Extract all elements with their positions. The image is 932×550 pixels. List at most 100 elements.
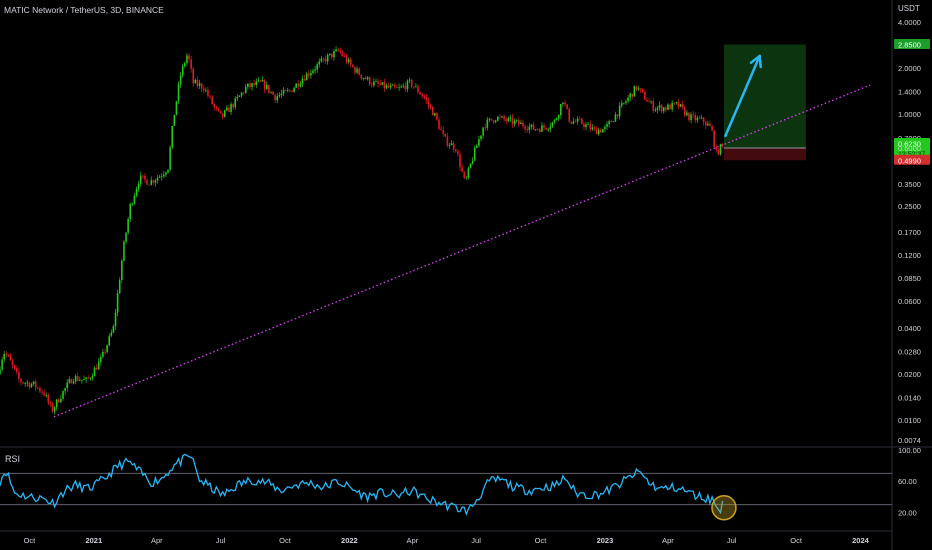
candle — [253, 79, 255, 87]
candle — [650, 100, 652, 105]
candle — [509, 114, 512, 122]
price-axis-unit: USDT — [898, 4, 920, 13]
candle — [442, 126, 444, 137]
price-label-badge — [894, 138, 930, 160]
candle — [492, 120, 495, 125]
price-tick-label: 0.0200 — [898, 370, 921, 379]
candle — [526, 125, 529, 133]
candle — [608, 119, 610, 128]
candle — [560, 103, 562, 119]
candle — [438, 116, 440, 131]
candle — [654, 107, 657, 113]
candle — [410, 78, 413, 89]
candle — [345, 53, 348, 65]
candle — [7, 354, 10, 358]
price-pane[interactable] — [0, 44, 871, 418]
candle — [268, 84, 270, 95]
candle — [116, 289, 119, 317]
rsi-pane[interactable]: RSI — [0, 453, 892, 521]
candle — [213, 103, 216, 111]
candle — [347, 57, 350, 64]
candle — [639, 88, 642, 93]
candle — [591, 124, 594, 131]
target-zone[interactable] — [723, 44, 806, 149]
candle — [396, 84, 398, 88]
candle — [215, 105, 218, 111]
candle — [578, 116, 581, 120]
candle — [629, 92, 631, 101]
candle — [316, 62, 318, 73]
candle — [324, 55, 327, 65]
time-tick-label: Jul — [471, 536, 481, 545]
candle — [9, 352, 12, 361]
candle — [207, 86, 209, 99]
candle — [417, 83, 419, 95]
candle — [118, 277, 121, 294]
candle — [675, 101, 678, 105]
candle — [20, 377, 22, 386]
candle — [131, 202, 134, 207]
projection-arrow[interactable] — [724, 54, 762, 138]
candle — [152, 179, 155, 186]
candle — [583, 122, 585, 131]
candle — [394, 82, 396, 90]
candle — [389, 82, 392, 90]
price-tick-label: 1.4000 — [898, 88, 921, 97]
candle — [677, 99, 680, 110]
candle — [660, 104, 663, 114]
candle — [146, 178, 148, 186]
candle — [156, 175, 159, 184]
candle — [471, 157, 474, 165]
price-tick-label: 0.0850 — [898, 274, 921, 283]
candle — [585, 121, 587, 131]
candle — [265, 81, 268, 91]
candle — [385, 83, 388, 90]
candle — [717, 148, 720, 156]
support-trendline[interactable] — [53, 84, 871, 418]
candle — [22, 381, 24, 385]
candle — [547, 127, 550, 132]
rsi-axis[interactable]: 100.00 60.00 20.00 — [898, 446, 921, 517]
chart-title: MATIC Network / TetherUS, 3D, BINANCE — [4, 5, 164, 15]
candle — [133, 192, 136, 205]
candle — [72, 379, 75, 385]
candle — [549, 122, 552, 133]
candle — [43, 389, 45, 398]
candle — [551, 121, 554, 129]
candle — [404, 82, 407, 92]
candle — [255, 78, 258, 88]
price-tick-label: 2.0000 — [898, 64, 921, 73]
candle — [467, 166, 470, 180]
candle — [60, 394, 62, 404]
candle — [160, 173, 163, 181]
stop-zone[interactable] — [723, 148, 806, 161]
candle — [0, 365, 1, 376]
candle — [452, 140, 455, 153]
price-tick-label: 1.0000 — [898, 110, 921, 119]
candle — [110, 329, 113, 338]
candle — [53, 405, 56, 415]
candle — [289, 88, 291, 93]
time-axis[interactable]: Oct 2021 Apr Jul Oct 2022 Apr Jul Oct 2023 Apr Jul O… — [24, 536, 870, 545]
candle — [32, 381, 35, 386]
candle — [633, 85, 636, 97]
candle — [402, 83, 405, 89]
price-tick-label: 4.0000 — [898, 18, 921, 27]
candle — [100, 353, 102, 366]
candle — [171, 125, 174, 149]
candle — [34, 378, 37, 392]
candle — [196, 76, 199, 89]
candle — [278, 92, 281, 98]
candle — [272, 90, 274, 95]
candle — [70, 378, 73, 384]
candle — [536, 128, 539, 131]
price-tick-label: 0.0400 — [898, 324, 921, 333]
candle — [205, 87, 207, 93]
candle — [581, 117, 583, 126]
price-axis[interactable]: USDT 4.00002.85002.00001.40001.00000.700… — [894, 4, 930, 445]
candle — [30, 382, 33, 388]
candle — [421, 92, 423, 99]
candle — [665, 105, 667, 113]
candle — [375, 78, 377, 83]
